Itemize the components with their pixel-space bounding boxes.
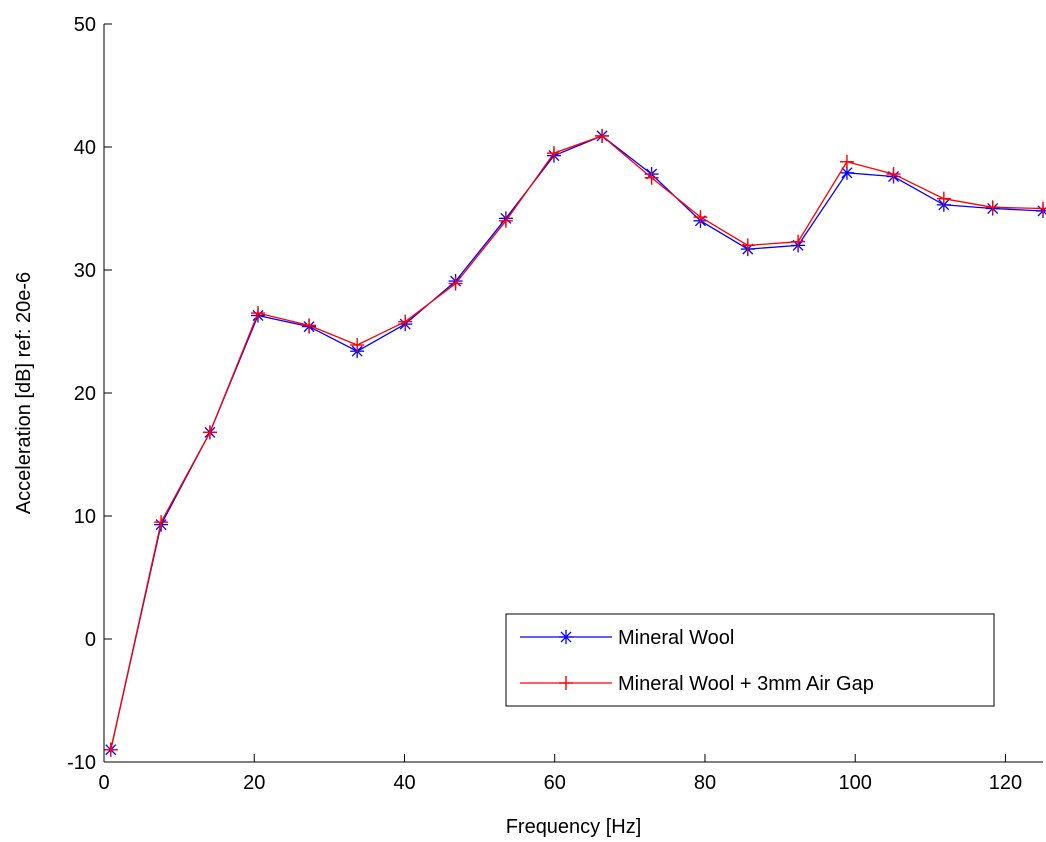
x-tick-label: 100	[839, 772, 872, 794]
y-axis-label: Acceleration [dB] ref: 20e-6	[13, 272, 35, 514]
data-point	[398, 314, 413, 329]
series-layer	[103, 128, 1046, 757]
y-tick-label: -10	[67, 752, 96, 774]
series-line	[110, 135, 1044, 750]
data-point	[936, 191, 951, 206]
y-tick-label: 20	[74, 383, 96, 405]
data-point	[886, 167, 901, 182]
data-point	[546, 146, 561, 161]
legend-box	[505, 613, 995, 707]
y-tick-label: 40	[74, 137, 96, 159]
data-point	[103, 742, 118, 757]
y-tick-label: 30	[74, 260, 96, 282]
legend-label: Mineral Wool + 3mm Air Gap	[618, 673, 874, 695]
data-point	[985, 200, 1000, 215]
x-tick-label: 0	[98, 772, 109, 794]
series-line	[110, 135, 1044, 750]
y-tick-label: 50	[74, 14, 96, 36]
y-tick-label: 10	[74, 506, 96, 528]
data-point	[740, 238, 755, 253]
x-tick-label: 40	[393, 772, 415, 794]
x-axis-label: Frequency [Hz]	[506, 816, 642, 838]
x-tick-label: 120	[989, 772, 1022, 794]
data-point	[154, 515, 169, 530]
data-point	[350, 338, 365, 353]
x-tick-label: 60	[544, 772, 566, 794]
data-point	[202, 425, 217, 440]
data-point	[498, 213, 513, 228]
x-tick-label: 80	[694, 772, 716, 794]
x-tick-label: 20	[243, 772, 265, 794]
data-point	[839, 154, 854, 169]
legend-item: Mineral Wool + 3mm Air Gap	[520, 673, 874, 695]
series-mineral-wool-air-gap	[103, 128, 1046, 757]
data-point	[791, 234, 806, 249]
data-point	[448, 276, 463, 291]
data-point	[595, 128, 610, 143]
data-point	[250, 306, 265, 321]
data-point	[644, 170, 659, 185]
data-point	[1036, 201, 1046, 216]
data-point	[302, 318, 317, 333]
legend-label: Mineral Wool	[618, 627, 734, 649]
y-tick-label: 0	[85, 629, 96, 651]
legend-item: Mineral Wool	[520, 627, 734, 649]
legend: Mineral Wool Mineral Wool + 3mm Air Gap	[505, 613, 995, 707]
data-point	[693, 210, 708, 225]
